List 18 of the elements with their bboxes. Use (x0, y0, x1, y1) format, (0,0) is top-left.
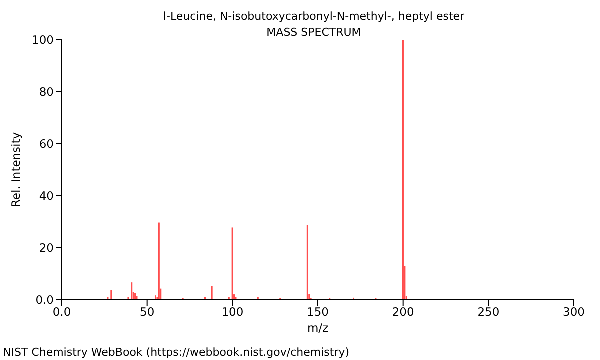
x-tick-label: 0.0 (52, 305, 72, 320)
x-tick-label: 300 (563, 305, 585, 320)
chart-title: l-Leucine, N-isobutoxycarbonyl-N-methyl-, heptyl ester (162, 9, 466, 25)
x-tick-label: 150 (307, 305, 329, 320)
y-tick-label: 80 (39, 85, 54, 100)
text: NIST Chemistry WebBook (https://webbook.nist.gov/chemistry) (3, 346, 350, 359)
x-tick-label: 250 (478, 305, 500, 320)
y-tick-label: 40 (39, 189, 54, 204)
y-tick-label: 100 (32, 33, 54, 48)
y-tick-label: 60 (39, 137, 54, 152)
y-axis-title: Rel. Intensity (9, 132, 24, 208)
x-tick-label: 200 (392, 305, 414, 320)
chart-subtitle: MASS SPECTRUM (266, 25, 362, 40)
x-tick-label: 100 (222, 305, 244, 320)
x-axis-title: m/z (307, 321, 329, 335)
y-tick-label: 0.0 (36, 293, 54, 308)
y-tick-label: 20 (39, 241, 54, 256)
x-tick-label: 50 (140, 305, 155, 320)
